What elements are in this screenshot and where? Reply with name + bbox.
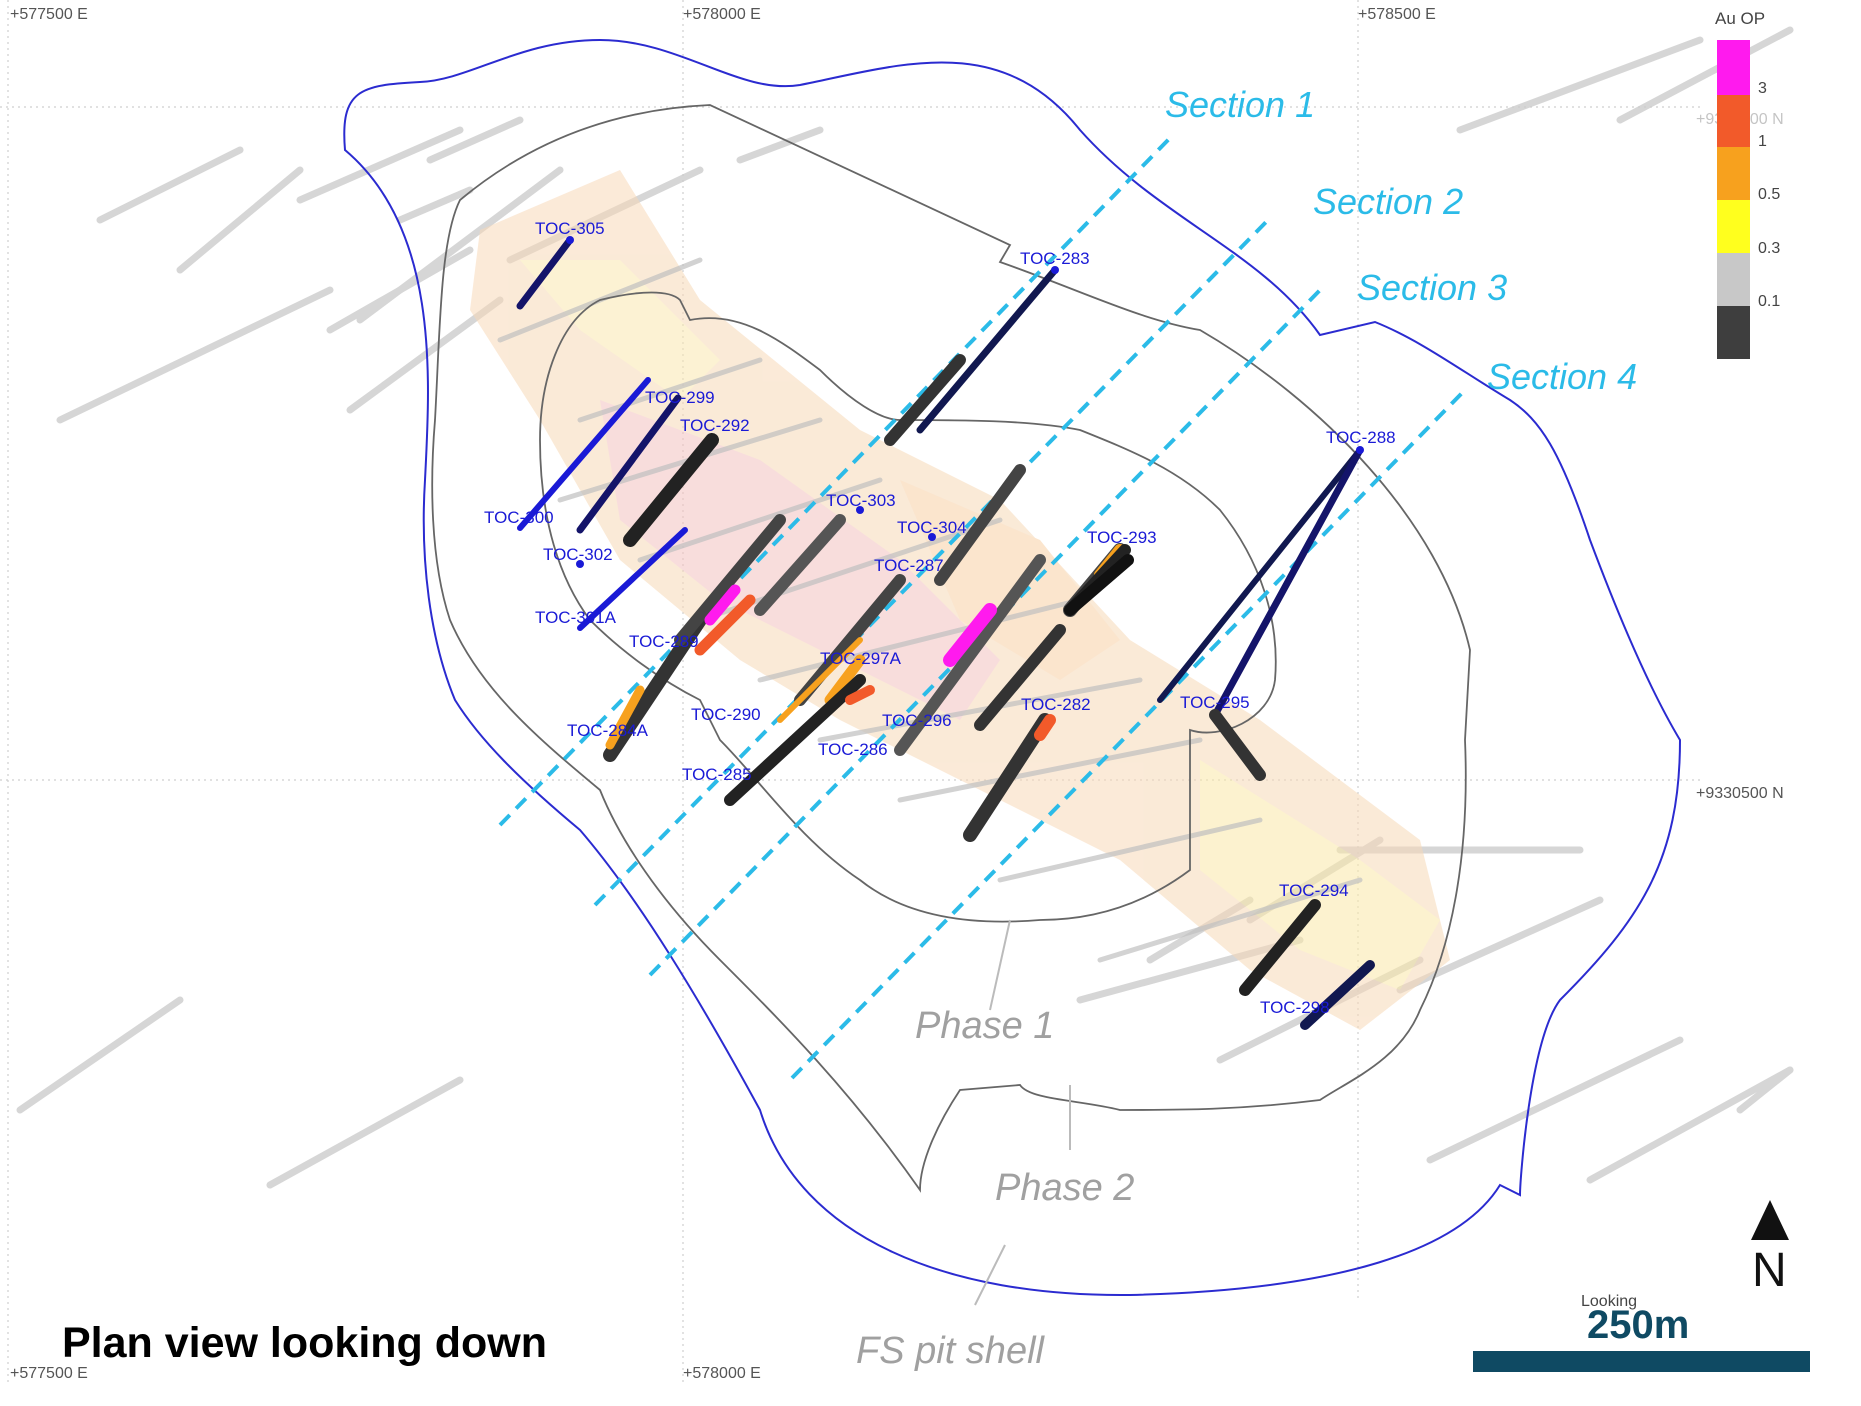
drillhole-label: TOC-289 <box>629 632 699 651</box>
view-title: Plan view looking down <box>62 1319 547 1367</box>
phase1-outline <box>539 291 1277 923</box>
legend-title: Au OP <box>1715 9 1765 28</box>
easting-label-top: +578500 E <box>1358 6 1436 23</box>
phase1-label: Phase 1 <box>915 1005 1054 1047</box>
fs-pit-shell <box>343 38 1682 1297</box>
legend-bin-low <box>1717 306 1750 359</box>
drillhole-label: TOC-298 <box>1260 998 1330 1017</box>
grid-lines <box>0 0 1700 1385</box>
au-legend: Au OP 3 1 0.5 0.3 0.1 <box>1715 9 1780 359</box>
legend-bin-1 <box>1717 95 1750 147</box>
drillhole-label: TOC-301A <box>535 608 617 627</box>
legend-bin-0.3 <box>1717 200 1750 253</box>
drillhole-label: TOC-303 <box>826 491 896 510</box>
drillhole-label: TOC-302 <box>543 545 613 564</box>
scale-bar <box>1473 1351 1810 1372</box>
northing-label: +9330500 N <box>1696 785 1784 802</box>
drillhole-label: TOC-299 <box>645 388 715 407</box>
drillhole-label: TOC-294 <box>1279 881 1349 900</box>
drillhole-label: TOC-292 <box>680 416 750 435</box>
easting-label-bottom: +577500 E <box>10 1365 88 1382</box>
drillhole-label: TOC-295 <box>1180 693 1250 712</box>
drillhole-label: TOC-286 <box>818 740 888 759</box>
pit-label-leaders <box>974 919 1071 1306</box>
drillhole-label: TOC-305 <box>535 219 605 238</box>
easting-label-top: +578000 E <box>683 6 761 23</box>
north-label: N <box>1752 1244 1787 1297</box>
drillhole-label: TOC-284A <box>567 721 649 740</box>
easting-label-top: +577500 E <box>10 6 88 23</box>
collars <box>566 236 1364 568</box>
drillhole-label: TOC-304 <box>897 518 967 537</box>
section-4-label: Section 4 <box>1487 356 1637 397</box>
section-2-label: Section 2 <box>1313 181 1463 222</box>
fs-pit-shell-label: FS pit shell <box>856 1330 1046 1372</box>
looking-label: Looking <box>1581 1293 1637 1310</box>
phase2-outline <box>431 104 1471 1193</box>
drillhole-label: TOC-296 <box>882 711 952 730</box>
legend-tick: 1 <box>1758 133 1767 150</box>
drillhole-label: TOC-285 <box>682 765 752 784</box>
section-3-label: Section 3 <box>1357 267 1507 308</box>
phase2-label: Phase 2 <box>995 1167 1134 1209</box>
drillhole-label: TOC-287 <box>874 556 944 575</box>
legend-bin-0.1 <box>1717 253 1750 306</box>
drillhole-label: TOC-300 <box>484 508 554 527</box>
legend-bin-3 <box>1717 40 1750 95</box>
legend-tick: 3 <box>1758 80 1767 97</box>
drillhole-label: TOC-283 <box>1020 249 1090 268</box>
north-arrow: N <box>1751 1200 1789 1297</box>
north-arrow-icon <box>1751 1200 1789 1240</box>
easting-label-bottom: +578000 E <box>683 1365 761 1382</box>
drillhole-label: TOC-288 <box>1326 428 1396 447</box>
legend-bin-0.5 <box>1717 147 1750 200</box>
drillholes <box>516 236 1375 1030</box>
section-1-label: Section 1 <box>1165 84 1315 125</box>
drillhole-label: TOC-282 <box>1021 695 1091 714</box>
drillhole-label: TOC-293 <box>1087 528 1157 547</box>
block-model-cloud <box>470 170 1450 1030</box>
legend-tick: 0.5 <box>1758 186 1780 203</box>
scale-label: 250m <box>1587 1303 1689 1347</box>
legend-tick: 0.1 <box>1758 293 1780 310</box>
legend-tick: 0.3 <box>1758 240 1780 257</box>
drillhole-label: TOC-297A <box>820 649 902 668</box>
drillhole-label: TOC-290 <box>691 705 761 724</box>
